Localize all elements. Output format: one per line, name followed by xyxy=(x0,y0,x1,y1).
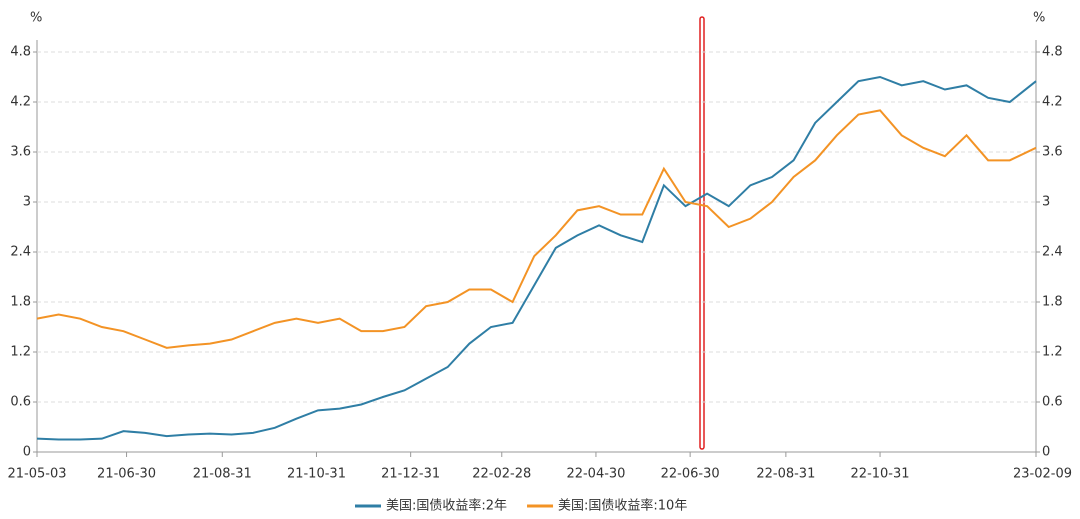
y2-tick-label: 0 xyxy=(1042,445,1050,460)
x-tick-label: 21-08-31 xyxy=(193,467,252,482)
legend-label: 美国:国债收益率:2年 xyxy=(386,498,507,514)
y2-tick-label: 4.2 xyxy=(1042,95,1063,110)
highlight-marker xyxy=(699,16,705,450)
x-tick-label: 21-05-03 xyxy=(7,467,66,482)
x-tick-label: 22-06-30 xyxy=(661,467,720,482)
x-tick-label: 21-12-31 xyxy=(381,467,440,482)
x-tick-label: 22-10-31 xyxy=(851,467,910,482)
x-tick-label: 22-04-30 xyxy=(566,467,625,482)
y2-tick-label: 1.2 xyxy=(1042,345,1063,360)
y-tick-label: 2.4 xyxy=(10,245,31,260)
y-tick-label: 1.8 xyxy=(10,295,31,310)
series-line xyxy=(36,75,1037,441)
y2-tick-label: 1.8 xyxy=(1042,295,1063,310)
y-axis-label: % xyxy=(30,11,42,26)
y-tick-label: 0 xyxy=(23,445,31,460)
y2-axis-label: % xyxy=(1033,11,1045,26)
y2-tick-label: 2.4 xyxy=(1042,245,1063,260)
x-tick-label: 21-06-30 xyxy=(97,467,156,482)
y2-tick-label: 0.6 xyxy=(1042,395,1063,410)
y2-tick-label: 3 xyxy=(1042,195,1050,210)
y-tick-label: 3 xyxy=(23,195,31,210)
x-tick-label: 21-10-31 xyxy=(287,467,346,482)
x-tick-label: 22-02-28 xyxy=(472,467,531,482)
y-tick-label: 4.2 xyxy=(10,95,31,110)
x-tick-label: 23-02-09 xyxy=(1013,467,1072,482)
y2-tick-label: 3.6 xyxy=(1042,145,1063,160)
series-line xyxy=(36,109,1037,349)
legend-label: 美国:国债收益率:10年 xyxy=(558,498,687,514)
y-tick-label: 0.6 xyxy=(10,395,31,410)
y-tick-label: 3.6 xyxy=(10,145,31,160)
y2-tick-label: 4.8 xyxy=(1042,45,1063,60)
x-tick-label: 22-08-31 xyxy=(756,467,815,482)
y-tick-label: 1.2 xyxy=(10,345,31,360)
y-tick-label: 4.8 xyxy=(10,45,31,60)
